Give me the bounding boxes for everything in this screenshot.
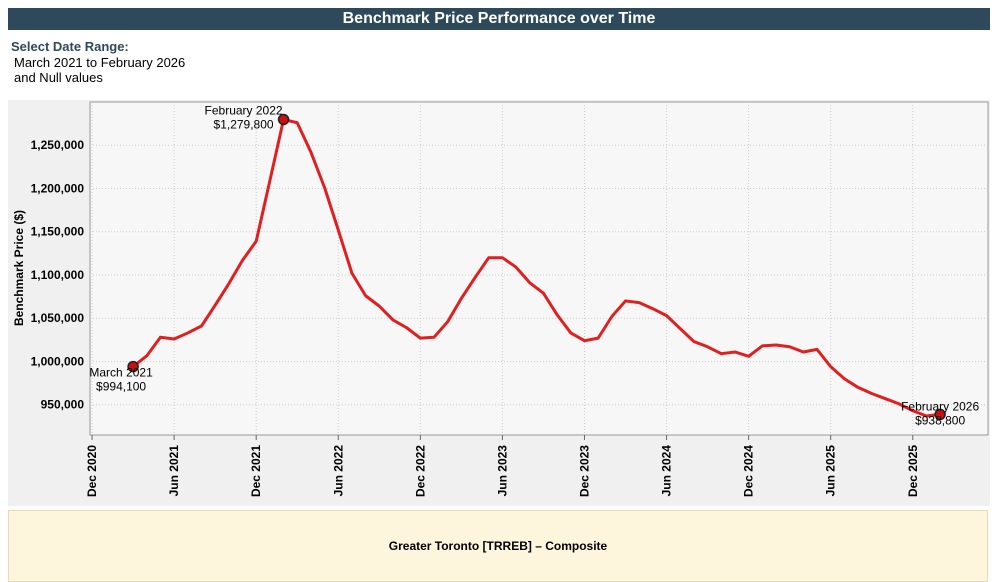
plot-area bbox=[89, 101, 989, 436]
y-tick-label: 1,250,000 bbox=[31, 138, 85, 152]
x-tick-label: Dec 2022 bbox=[413, 445, 427, 497]
y-tick-label: 1,100,000 bbox=[31, 268, 85, 282]
x-tick-label: Jun 2023 bbox=[495, 445, 509, 497]
x-tick-label: Dec 2021 bbox=[249, 445, 263, 497]
page-title: Benchmark Price Performance over Time bbox=[8, 8, 990, 30]
annotation-title: March 2021 bbox=[89, 366, 153, 380]
filter-range: March 2021 to February 2026 bbox=[14, 55, 186, 70]
filter-label: Select Date Range: bbox=[11, 39, 129, 54]
x-tick-label: Dec 2023 bbox=[577, 445, 591, 497]
y-tick-label: 1,000,000 bbox=[31, 354, 85, 368]
x-tick-label: Jun 2025 bbox=[824, 445, 838, 497]
x-tick-label: Dec 2024 bbox=[742, 445, 756, 497]
point-marker bbox=[277, 113, 290, 126]
x-tick-label: Jun 2024 bbox=[660, 445, 674, 497]
y-tick-label: 1,050,000 bbox=[31, 311, 85, 325]
point-marker bbox=[127, 360, 139, 373]
x-tick-label: Dec 2020 bbox=[85, 445, 99, 497]
annotation-value: $994,100 bbox=[96, 380, 146, 394]
annotation-value: $1,279,800 bbox=[214, 117, 274, 131]
x-tick-label: Jun 2022 bbox=[331, 445, 345, 497]
y-tick-label: 1,200,000 bbox=[31, 181, 85, 195]
point-marker bbox=[934, 408, 946, 421]
filter-note: and Null values bbox=[14, 70, 103, 85]
y-tick-label: 1,150,000 bbox=[31, 225, 85, 239]
price-line bbox=[132, 117, 941, 418]
annotation-title: February 2022 bbox=[205, 103, 283, 117]
x-tick-label: Jun 2021 bbox=[167, 445, 181, 497]
chart: Benchmark Price ($) 950,000 1,000,000 1,05… bbox=[8, 100, 990, 506]
y-axis-label: Benchmark Price ($) bbox=[12, 210, 26, 326]
footer-label: Greater Toronto [TRREB] – Composite bbox=[8, 510, 988, 582]
annotation-title: February 2026 bbox=[901, 399, 979, 413]
y-tick-label: 950,000 bbox=[41, 398, 85, 412]
annotation-value: $938,800 bbox=[915, 413, 965, 427]
x-tick-label: Dec 2025 bbox=[906, 445, 920, 497]
